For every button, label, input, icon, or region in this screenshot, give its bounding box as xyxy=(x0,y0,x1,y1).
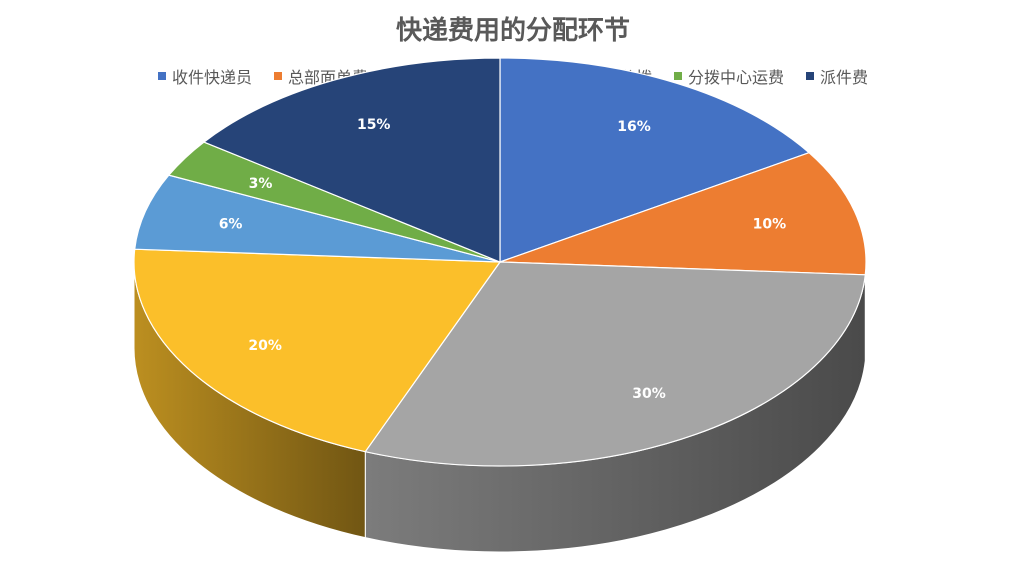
legend-swatch xyxy=(157,72,166,80)
legend-label: 分拨中心运费 xyxy=(688,68,785,87)
data-label: 20% xyxy=(248,338,282,354)
legend-swatch xyxy=(273,72,282,80)
legend-item: 收件快递员 xyxy=(157,64,252,88)
legend-item: 分拨中心运费 xyxy=(674,64,784,88)
data-label: 16% xyxy=(617,119,651,135)
legend-swatch xyxy=(674,72,683,80)
pie-slice xyxy=(134,174,501,263)
pie-slice xyxy=(499,152,867,276)
chart-title: 快递费用的分配环节 xyxy=(395,16,630,46)
legend-swatch xyxy=(806,72,815,80)
pie-slice xyxy=(499,57,811,263)
legend-label: 收件快递员 xyxy=(171,68,252,87)
data-label: 15% xyxy=(357,117,391,133)
data-label: 30% xyxy=(632,386,666,402)
pie-slice xyxy=(133,248,502,453)
pie-slice xyxy=(364,261,866,467)
legend-label: 派件费 xyxy=(820,68,869,87)
data-label: 10% xyxy=(753,216,787,232)
data-label: 3% xyxy=(249,176,273,192)
data-label: 6% xyxy=(219,216,243,232)
legend-item: 派件费 xyxy=(806,64,868,88)
pie-slice xyxy=(202,57,501,263)
